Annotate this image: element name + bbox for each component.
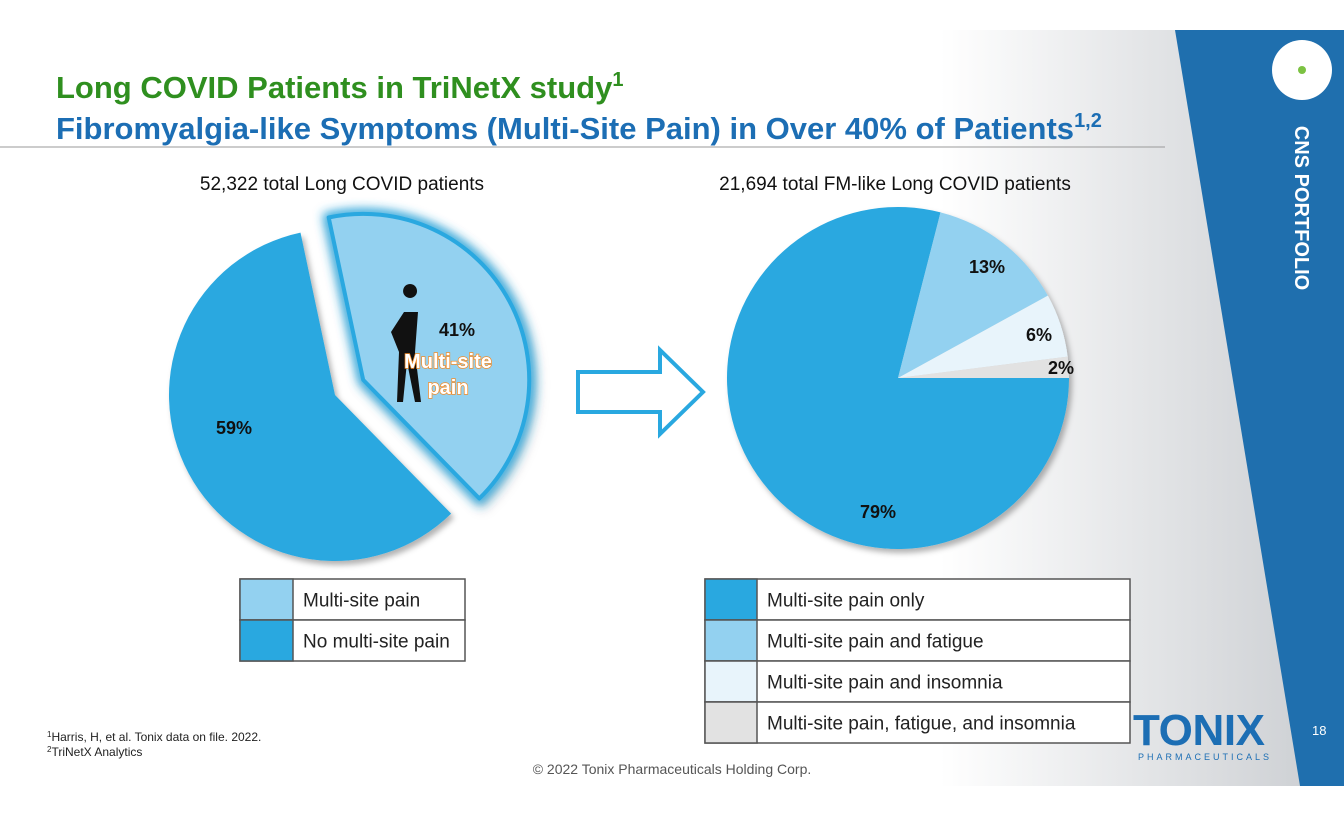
footnote: 2TriNetX Analytics <box>47 745 142 759</box>
legend-cell <box>704 660 1131 703</box>
legend-label: Multi-site pain and insomnia <box>767 673 1003 694</box>
person-silhouette <box>391 284 421 402</box>
charts: 52,322 total Long COVID patients 41% 59% Mu… <box>168 174 1131 744</box>
data-label: 41% <box>439 320 475 340</box>
legend-label: Multi-site pain only <box>767 591 925 612</box>
footnote: 1Harris, H, et al. Tonix data on file. 2… <box>47 730 261 744</box>
annotation-line: Multi-site <box>404 351 492 373</box>
logo-sub: PHARMACEUTICALS <box>1138 752 1272 762</box>
copyright: © 2022 Tonix Pharmaceuticals Holding Cor… <box>533 761 812 777</box>
footnote-text: Harris, H, et al. Tonix data on file. 20… <box>51 730 261 744</box>
data-label: 6% <box>1026 325 1052 345</box>
legend-label: Multi-site pain and fatigue <box>767 632 984 653</box>
legend-swatch <box>704 660 758 703</box>
title-line2: Fibromyalgia-like Symptoms (Multi-Site P… <box>56 110 1102 146</box>
legend-label: No multi-site pain <box>303 632 450 653</box>
title-text: Fibromyalgia-like Symptoms (Multi-Site P… <box>56 111 1074 146</box>
legend-swatch <box>704 701 758 744</box>
legend-cell <box>704 619 1131 662</box>
chart-title: 21,694 total FM-like Long COVID patients <box>719 174 1071 195</box>
pie <box>726 206 1069 549</box>
title-sup: 1 <box>612 69 623 91</box>
annotation: Multi-site pain <box>404 351 492 399</box>
data-label: 13% <box>969 257 1005 277</box>
pie-slice <box>168 232 452 561</box>
pie-slice <box>898 212 1048 378</box>
pie-slice <box>898 356 1069 378</box>
legend-swatch <box>239 578 294 621</box>
pie-slice <box>326 211 532 501</box>
title-sup: 1,2 <box>1074 110 1102 132</box>
pie-slice <box>898 295 1068 378</box>
title-line1: Long COVID Patients in TriNetX study1 <box>56 69 623 105</box>
data-label: 59% <box>216 418 252 438</box>
arrow <box>576 345 706 439</box>
footnote-sup: 2 <box>47 745 52 754</box>
side-logo-dot <box>1298 66 1306 74</box>
legend-label: Multi-site pain, fatigue, and insomnia <box>767 714 1076 735</box>
legend-cell <box>704 578 1131 621</box>
data-label: 2% <box>1048 358 1074 378</box>
legend-swatch <box>239 619 294 662</box>
data-label: 79% <box>860 502 896 522</box>
annotation-line: pain <box>427 377 468 399</box>
page-number: 18 <box>1312 723 1326 738</box>
chart-title: 52,322 total Long COVID patients <box>200 174 484 195</box>
legend-label: Multi-site pain <box>303 591 420 612</box>
legend-swatch <box>704 619 758 662</box>
pie <box>168 208 535 561</box>
logo: TONIX <box>1133 706 1265 755</box>
side-band <box>1175 30 1344 786</box>
side-label: CNS PORTFOLIO <box>1290 126 1312 290</box>
legend-swatch <box>704 578 758 621</box>
footnote-text: TriNetX Analytics <box>51 745 142 759</box>
footnote-sup: 1 <box>47 730 52 739</box>
title-text: Long COVID Patients in TriNetX study <box>56 70 613 105</box>
